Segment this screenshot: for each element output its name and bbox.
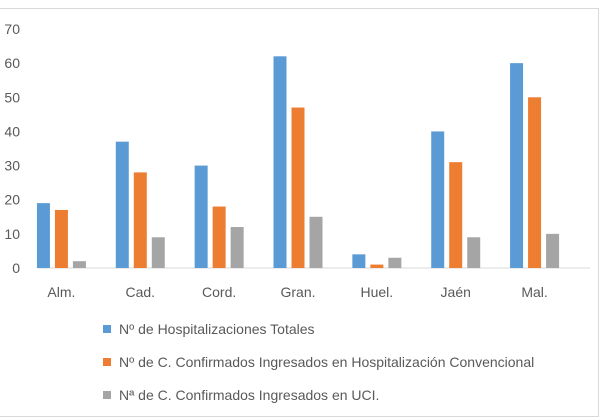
bar-3-gran (309, 216, 323, 268)
bar-2-huel (370, 264, 384, 268)
x-tick-label: Cad. (125, 284, 155, 300)
legend-label-series-2: Nº de C. Confirmados Ingresados en Hospi… (119, 353, 535, 370)
bar-1-mal (510, 63, 524, 269)
bar-3-mal (546, 233, 560, 268)
bar-3-jaén (467, 237, 481, 268)
bar-1-cad (115, 141, 129, 268)
bar-1-alm (36, 203, 50, 268)
legend-item-series-3: Nª de C. Confirmados Ingresados en UCI. (103, 378, 534, 411)
bar-3-cord (230, 227, 244, 268)
bar-1-jaén (431, 131, 445, 268)
x-tick-label: Jaén (441, 284, 471, 300)
legend-item-series-1: Nº de Hospitalizaciones Totales (103, 312, 534, 345)
x-tick-label: Huel. (361, 284, 394, 300)
legend-label-series-3: Nª de C. Confirmados Ingresados en UCI. (119, 386, 380, 403)
x-tick-label: Cord. (202, 284, 236, 300)
bar-3-huel (388, 257, 402, 268)
y-tick-label: 10 (4, 226, 20, 242)
legend-item-series-2: Nº de C. Confirmados Ingresados en Hospi… (103, 345, 534, 378)
y-tick-label: 70 (4, 21, 20, 37)
bar-1-huel (352, 254, 366, 268)
chart-legend: Nº de Hospitalizaciones Totales Nº de C.… (103, 312, 534, 411)
bar-2-cad (133, 172, 147, 268)
bar-3-cad (151, 237, 165, 268)
bar-2-cord (212, 206, 226, 268)
legend-swatch-series-2 (103, 357, 111, 366)
x-tick-label: Mal. (521, 284, 547, 300)
y-tick-label: 0 (12, 260, 20, 276)
legend-swatch-series-1 (103, 324, 111, 333)
bar-2-gran (291, 107, 305, 269)
y-tick-label: 20 (4, 192, 20, 208)
bar-1-gran (273, 56, 287, 268)
x-tick-label: Alm. (47, 284, 75, 300)
y-tick-label: 50 (4, 89, 20, 105)
bar-2-jaén (449, 162, 463, 268)
bar-1-cord (194, 165, 208, 268)
y-tick-label: 60 (4, 55, 20, 71)
bar-2-mal (528, 97, 542, 269)
x-tick-label: Gran. (280, 284, 315, 300)
bar-2-alm (54, 209, 68, 268)
y-tick-label: 30 (4, 158, 20, 174)
legend-swatch-series-3 (103, 390, 111, 399)
y-tick-label: 40 (4, 123, 20, 139)
legend-label-series-1: Nº de Hospitalizaciones Totales (119, 320, 315, 337)
chart-frame (0, 8, 599, 417)
bar-3-alm (72, 261, 86, 268)
